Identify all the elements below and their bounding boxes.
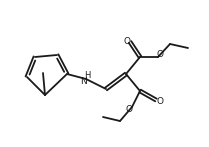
- Text: O: O: [157, 96, 163, 106]
- Text: N: N: [80, 76, 86, 86]
- Text: O: O: [124, 36, 130, 46]
- Text: H: H: [84, 71, 90, 80]
- Text: O: O: [157, 50, 163, 59]
- Text: O: O: [125, 106, 133, 115]
